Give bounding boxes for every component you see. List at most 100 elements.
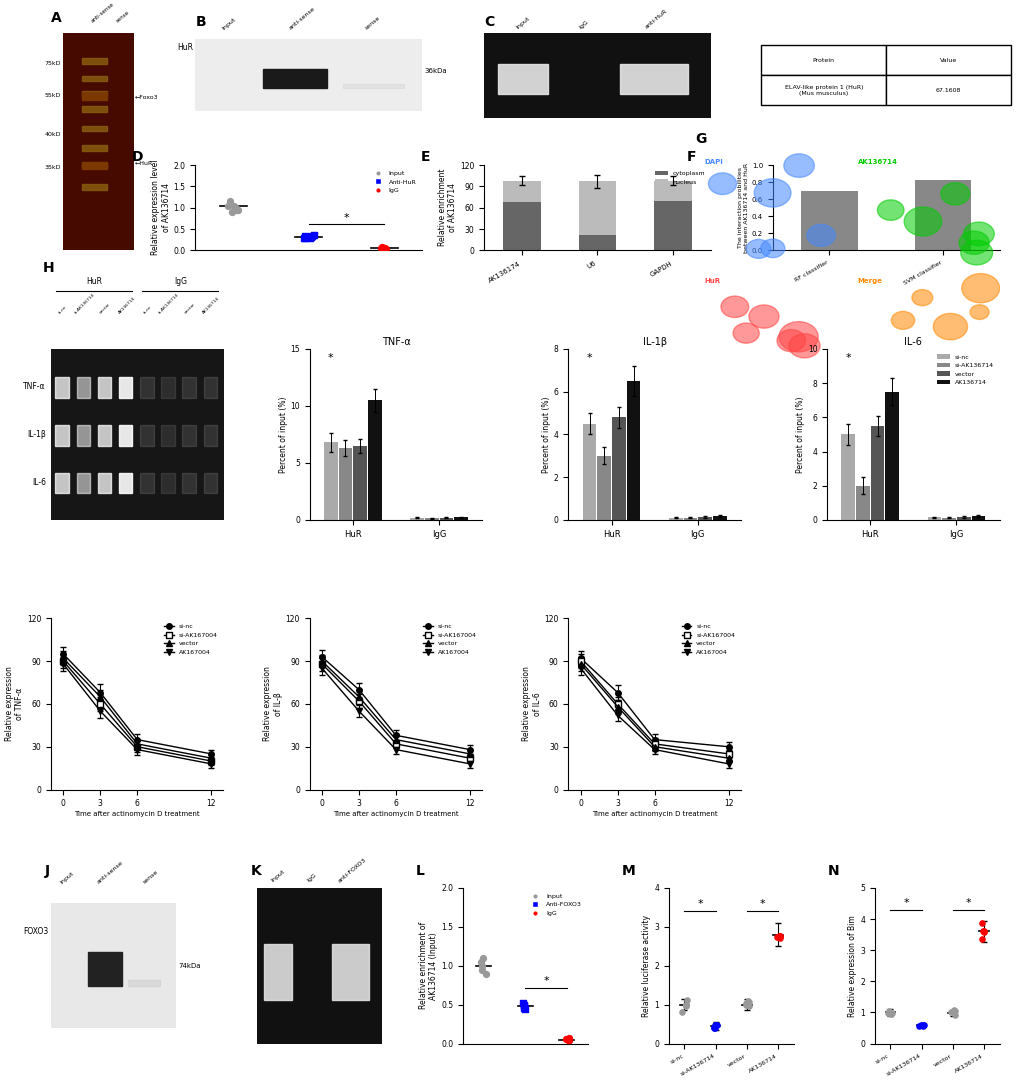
- Bar: [453, 517, 468, 520]
- Circle shape: [905, 366, 924, 382]
- Y-axis label: Relative expression level
of AK136714: Relative expression level of AK136714: [151, 160, 170, 255]
- Point: [771, 929, 788, 947]
- Text: M: M: [621, 864, 635, 878]
- Point: [678, 991, 694, 1009]
- Point: [770, 927, 787, 945]
- Point: [882, 1005, 899, 1023]
- Legend: si-nc, si-AK167004, vector, AK167004: si-nc, si-AK167004, vector, AK167004: [162, 622, 220, 658]
- Point: [942, 1003, 958, 1021]
- Bar: [611, 417, 625, 520]
- Point: [678, 997, 694, 1014]
- Bar: [425, 518, 438, 520]
- Point: [559, 1030, 576, 1048]
- Bar: [182, 473, 196, 493]
- Bar: [55, 425, 68, 446]
- Text: IgG: IgG: [578, 20, 589, 30]
- Text: 100μm: 100μm: [704, 258, 721, 263]
- Bar: [83, 92, 107, 100]
- Point: [296, 229, 312, 247]
- Text: 75kD: 75kD: [45, 61, 61, 65]
- Text: K: K: [251, 864, 261, 878]
- Bar: [855, 486, 869, 520]
- Circle shape: [958, 232, 988, 254]
- Point: [374, 239, 390, 257]
- Point: [560, 1032, 577, 1049]
- Point: [945, 1002, 961, 1020]
- Bar: [263, 70, 327, 88]
- Y-axis label: Relative luciferase activity: Relative luciferase activity: [642, 915, 651, 1016]
- Text: N: N: [826, 864, 839, 878]
- Point: [973, 930, 989, 948]
- Y-axis label: Percent of input (%): Percent of input (%): [795, 396, 804, 473]
- Point: [975, 924, 991, 941]
- Bar: [502, 180, 540, 202]
- Point: [738, 996, 754, 1013]
- Circle shape: [708, 173, 736, 195]
- Text: IL-6: IL-6: [32, 478, 46, 487]
- Point: [473, 953, 489, 971]
- Text: 36kDa: 36kDa: [424, 68, 446, 74]
- Point: [474, 961, 490, 978]
- Text: TNF-α: TNF-α: [23, 382, 46, 391]
- Circle shape: [783, 154, 813, 177]
- Circle shape: [760, 239, 784, 258]
- Bar: [83, 163, 107, 168]
- Text: sense: sense: [115, 10, 130, 24]
- Bar: [83, 162, 107, 170]
- Y-axis label: Relative enrichment of
AK136714 (Input): Relative enrichment of AK136714 (Input): [419, 922, 438, 1010]
- Point: [912, 1016, 928, 1034]
- Text: Input: Input: [221, 16, 237, 30]
- Point: [556, 1030, 573, 1048]
- Title: IL-1β: IL-1β: [642, 337, 666, 347]
- Point: [910, 1017, 926, 1035]
- Point: [474, 949, 490, 966]
- Text: anti-HuR: anti-HuR: [644, 9, 667, 30]
- Bar: [140, 425, 154, 446]
- Circle shape: [960, 240, 991, 265]
- Bar: [502, 202, 540, 250]
- Point: [914, 1016, 930, 1034]
- Point: [227, 199, 244, 216]
- Text: anti-FOXO3: anti-FOXO3: [336, 857, 367, 884]
- Text: si-AK136714: si-AK136714: [73, 292, 95, 314]
- Text: 40kD: 40kD: [45, 133, 61, 137]
- X-axis label: Time after actinomycin D treatment: Time after actinomycin D treatment: [74, 811, 200, 817]
- Point: [880, 1002, 897, 1020]
- Text: *: *: [586, 353, 592, 363]
- Circle shape: [746, 239, 770, 259]
- Legend: si-nc, si-AK136714, vector, AK136714: si-nc, si-AK136714, vector, AK136714: [934, 352, 996, 388]
- Text: H: H: [43, 261, 54, 275]
- Point: [377, 240, 393, 258]
- Point: [705, 1019, 721, 1036]
- Bar: [161, 473, 174, 493]
- Text: si-nc: si-nc: [58, 304, 68, 314]
- Text: *: *: [328, 353, 333, 363]
- Point: [304, 227, 320, 245]
- Point: [516, 996, 532, 1013]
- Text: vector: vector: [99, 302, 112, 314]
- Point: [768, 928, 785, 946]
- Y-axis label: Percent of input (%): Percent of input (%): [541, 396, 550, 473]
- Point: [297, 227, 313, 245]
- Text: *: *: [902, 898, 908, 908]
- Bar: [926, 517, 941, 520]
- Bar: [342, 84, 404, 88]
- Point: [223, 203, 239, 221]
- Point: [737, 994, 753, 1011]
- Bar: [89, 952, 122, 986]
- Text: sense: sense: [364, 15, 380, 30]
- Text: *: *: [543, 976, 548, 986]
- Point: [677, 997, 693, 1014]
- Point: [769, 928, 786, 946]
- Bar: [582, 424, 596, 520]
- Point: [372, 239, 388, 257]
- Circle shape: [788, 334, 819, 358]
- Text: ←Foxo3: ←Foxo3: [135, 96, 158, 100]
- Bar: [668, 517, 682, 520]
- Point: [374, 239, 390, 257]
- Circle shape: [911, 289, 932, 305]
- Bar: [98, 377, 111, 398]
- Point: [517, 1000, 533, 1017]
- Point: [946, 1002, 962, 1020]
- Bar: [353, 446, 367, 520]
